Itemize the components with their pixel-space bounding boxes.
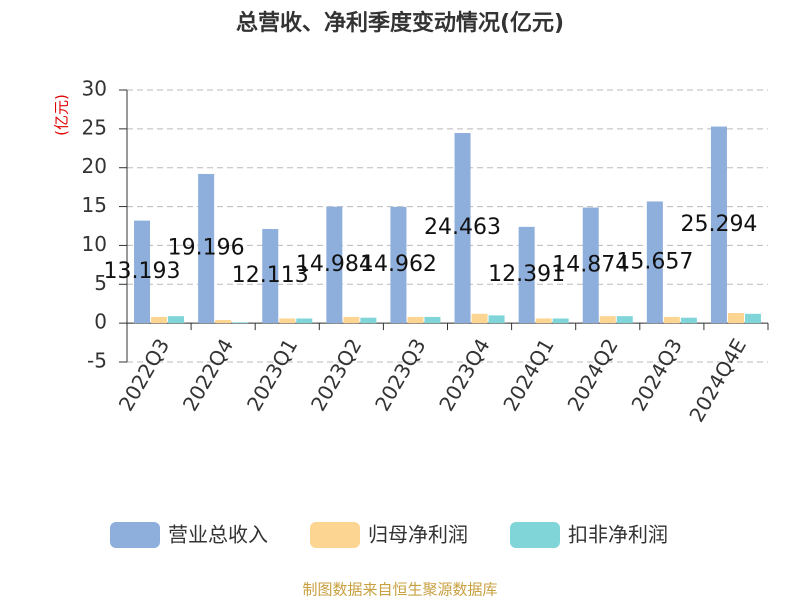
legend-swatch bbox=[110, 522, 160, 548]
y-tick-label: -5 bbox=[87, 349, 107, 373]
bar bbox=[390, 206, 407, 324]
data-label: 14.874 bbox=[552, 252, 629, 277]
legend-swatch bbox=[510, 522, 560, 548]
bar bbox=[360, 317, 377, 324]
bar bbox=[151, 316, 168, 324]
bar bbox=[552, 318, 569, 324]
bar bbox=[134, 220, 151, 324]
data-label: 24.463 bbox=[424, 215, 501, 240]
bar bbox=[168, 316, 185, 324]
x-tick-label: 2024Q3 bbox=[626, 334, 686, 415]
legend-label: 扣非净利润 bbox=[568, 523, 668, 547]
bar bbox=[279, 318, 296, 324]
x-tick-label: 2023Q2 bbox=[306, 334, 366, 415]
x-tick-label: 2023Q3 bbox=[370, 334, 430, 415]
data-label: 14.984 bbox=[296, 252, 373, 277]
x-tick-label: 2023Q1 bbox=[242, 334, 302, 415]
legend-label: 营业总收入 bbox=[168, 523, 268, 547]
bar bbox=[296, 318, 313, 324]
chart-title: 总营收、净利季度变动情况(亿元) bbox=[236, 10, 564, 36]
y-tick-label: 10 bbox=[82, 232, 107, 256]
x-tick-label: 2024Q4E bbox=[684, 334, 751, 426]
y-tick-label: 25 bbox=[82, 115, 107, 139]
bar bbox=[471, 313, 488, 324]
y-tick-label: 0 bbox=[94, 310, 107, 334]
bar bbox=[454, 133, 471, 324]
data-label: 14.962 bbox=[360, 252, 437, 277]
bar bbox=[488, 315, 505, 324]
x-tick-label: 2023Q4 bbox=[434, 334, 494, 415]
bar bbox=[198, 173, 215, 324]
bar bbox=[232, 322, 249, 324]
source-note: 制图数据来自恒生聚源数据库 bbox=[302, 581, 497, 599]
y-axis-label: (亿元) bbox=[53, 94, 71, 136]
bar bbox=[582, 207, 599, 324]
y-tick-label: 5 bbox=[94, 271, 107, 295]
bar bbox=[424, 316, 441, 324]
bar bbox=[616, 316, 633, 324]
bar bbox=[518, 226, 535, 324]
legend-label: 归母净利润 bbox=[368, 523, 468, 547]
y-tick-label: 20 bbox=[82, 154, 107, 178]
bar bbox=[680, 317, 697, 324]
bar bbox=[262, 229, 279, 324]
x-tick-label: 2022Q3 bbox=[114, 334, 174, 415]
bar bbox=[599, 316, 616, 324]
bar bbox=[744, 313, 761, 324]
x-tick-label: 2022Q4 bbox=[178, 334, 238, 415]
bar bbox=[535, 318, 552, 324]
x-tick-label: 2024Q1 bbox=[498, 334, 558, 415]
bar bbox=[343, 316, 360, 324]
x-tick-label: 2024Q2 bbox=[562, 334, 622, 415]
bar bbox=[727, 313, 744, 324]
bar bbox=[663, 316, 680, 324]
y-tick-label: 30 bbox=[82, 77, 107, 101]
bar bbox=[646, 201, 663, 324]
data-label: 12.113 bbox=[232, 263, 309, 288]
data-label: 25.294 bbox=[680, 212, 757, 237]
y-tick-label: 15 bbox=[82, 193, 107, 217]
legend-swatch bbox=[310, 522, 360, 548]
data-label: 12.391 bbox=[488, 262, 565, 287]
bar bbox=[710, 126, 727, 324]
data-label: 19.196 bbox=[168, 236, 245, 261]
bar bbox=[215, 320, 232, 324]
data-label: 13.193 bbox=[104, 259, 181, 284]
bar bbox=[407, 316, 424, 324]
bar bbox=[326, 206, 343, 324]
data-label: 15.657 bbox=[616, 249, 693, 274]
